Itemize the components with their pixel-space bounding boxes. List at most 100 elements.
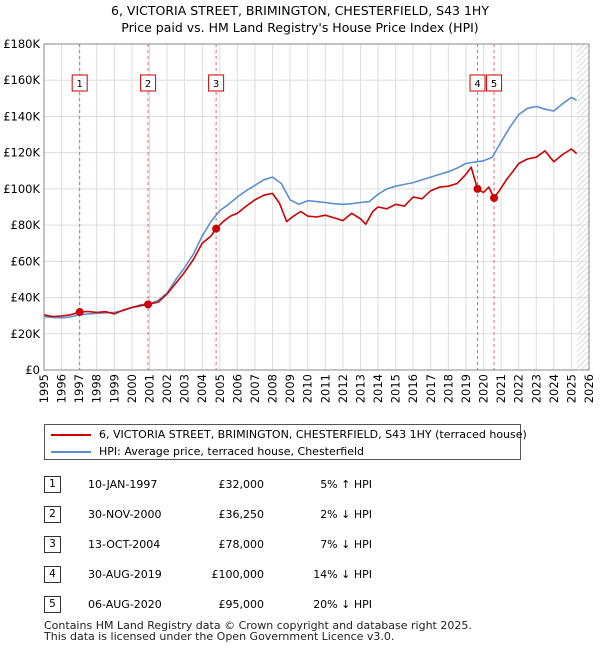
grid <box>43 43 590 371</box>
x-tick-label: 2002 <box>160 374 174 403</box>
sale-marker-box <box>486 74 503 92</box>
legend-item-hpi: HPI: Average price, terraced house, Ches… <box>51 443 364 460</box>
sale-point <box>75 308 84 317</box>
sale-row: 4 30-AUG-2019 £100,000 14% ↓ HPI <box>44 566 444 586</box>
x-tick-label: 2004 <box>195 374 209 403</box>
sale-marker-box <box>469 74 486 92</box>
sale-marker-box <box>71 74 88 92</box>
sale-marker-label: 2 <box>145 79 151 90</box>
sale-number: 4 <box>44 566 61 583</box>
x-tick-label: 1996 <box>55 374 69 403</box>
x-tick-label: 1998 <box>90 374 104 403</box>
sale-point <box>144 300 153 309</box>
sale-hpi-change: 20% ↓ HPI <box>313 598 372 611</box>
legend-swatch-hpi <box>51 450 91 453</box>
sale-row: 5 06-AUG-2020 £95,000 20% ↓ HPI <box>44 596 444 616</box>
sale-price: £36,250 <box>218 508 265 521</box>
y-tick-label: £160K <box>3 73 40 87</box>
legend-label-hpi: HPI: Average price, terraced house, Ches… <box>99 445 365 458</box>
sale-number: 1 <box>44 476 61 493</box>
sale-price: £95,000 <box>218 598 265 611</box>
y-tick-label: £80K <box>11 218 41 232</box>
x-tick-label: 1997 <box>72 374 86 403</box>
plot-area <box>44 44 589 370</box>
x-tick-label: 2026 <box>582 374 596 403</box>
x-tick-label: 2001 <box>142 374 156 403</box>
x-tick-label: 2014 <box>371 374 385 403</box>
y-tick-label: £140K <box>3 109 40 123</box>
sale-hpi-change: 5% ↑ HPI <box>320 478 372 491</box>
legend-swatch-property <box>51 433 91 436</box>
x-tick-label: 2000 <box>125 374 139 403</box>
x-tick-label: 2005 <box>213 374 227 403</box>
sale-marker-box <box>208 74 225 92</box>
sale-date: 30-AUG-2019 <box>88 568 162 581</box>
x-tick-label: 2016 <box>406 374 420 403</box>
footer-licence: This data is licensed under the Open Gov… <box>44 630 395 643</box>
sale-point <box>473 184 482 193</box>
sale-number: 3 <box>44 536 61 553</box>
x-tick-label: 2022 <box>512 374 526 403</box>
y-tick-label: £120K <box>3 146 40 160</box>
y-tick-label: £20K <box>11 327 41 341</box>
axes: £0 £20K £40K £60K £80K £100K £120K £140K £160K £1… <box>3 37 596 403</box>
x-tick-label: 1995 <box>37 374 51 403</box>
x-tick-label: 2015 <box>389 374 403 403</box>
x-tick-label: 2020 <box>477 374 491 403</box>
x-tick-label: 2018 <box>441 374 455 403</box>
sale-hpi-change: 7% ↓ HPI <box>320 538 372 551</box>
sale-date: 10-JAN-1997 <box>88 478 158 491</box>
x-tick-label: 2011 <box>318 374 332 403</box>
x-tick-label: 2012 <box>336 374 350 403</box>
sale-date: 30-NOV-2000 <box>88 508 162 521</box>
sale-number: 5 <box>44 596 61 613</box>
sale-date: 06-AUG-2020 <box>88 598 162 611</box>
y-tick-label: £60K <box>11 254 41 268</box>
sale-date: 13-OCT-2004 <box>88 538 161 551</box>
x-tick-label: 2008 <box>266 374 280 403</box>
sale-marker-label: 5 <box>491 79 497 90</box>
x-tick-label: 2013 <box>353 374 367 403</box>
sale-row: 3 13-OCT-2004 £78,000 7% ↓ HPI <box>44 536 444 556</box>
y-tick-label: £40K <box>11 291 41 305</box>
sale-marker-label: 3 <box>213 79 219 90</box>
forecast-hatch-region <box>576 44 589 370</box>
sale-price: £32,000 <box>218 478 265 491</box>
sale-marker-label: 4 <box>474 79 480 90</box>
sale-hpi-change: 2% ↓ HPI <box>320 508 372 521</box>
footer-copyright: Contains HM Land Registry data © Crown c… <box>44 619 472 632</box>
x-tick-label: 2006 <box>230 374 244 403</box>
sale-markers <box>75 184 499 317</box>
plot-frame <box>43 43 590 371</box>
sale-price: £100,000 <box>211 568 265 581</box>
legend-item-property: 6, VICTORIA STREET, BRIMINGTON, CHESTERF… <box>51 426 527 443</box>
x-tick-label: 1999 <box>107 374 121 403</box>
sale-point <box>490 193 499 202</box>
y-tick-label: £180K <box>3 37 40 51</box>
sale-row: 2 30-NOV-2000 £36,250 2% ↓ HPI <box>44 506 444 526</box>
x-tick-label: 2024 <box>547 374 561 403</box>
legend-label-property: 6, VICTORIA STREET, BRIMINGTON, CHESTERF… <box>99 428 527 441</box>
legend: 6, VICTORIA STREET, BRIMINGTON, CHESTERF… <box>44 424 527 460</box>
x-tick-label: 2003 <box>178 374 192 403</box>
x-tick-label: 2023 <box>529 374 543 403</box>
sale-point <box>212 224 221 233</box>
x-tick-label: 2019 <box>459 374 473 403</box>
sale-price: £78,000 <box>218 538 265 551</box>
x-tick-label: 2021 <box>494 374 508 403</box>
x-tick-label: 2009 <box>283 374 297 403</box>
sale-marker-box <box>140 74 157 92</box>
y-tick-label: £0 <box>25 363 40 377</box>
chart-title: 6, VICTORIA STREET, BRIMINGTON, CHESTERF… <box>0 2 600 36</box>
title-line-2: Price paid vs. HM Land Registry's House … <box>121 20 479 35</box>
sale-marker-label: 1 <box>77 79 83 90</box>
sale-number: 2 <box>44 506 61 523</box>
footer: Contains HM Land Registry data © Crown c… <box>44 620 472 642</box>
x-tick-label: 2010 <box>301 374 315 403</box>
x-tick-label: 2025 <box>564 374 578 403</box>
x-tick-label: 2017 <box>424 374 438 403</box>
sale-row: 1 10-JAN-1997 £32,000 5% ↑ HPI <box>44 476 444 496</box>
sale-hpi-change: 14% ↓ HPI <box>313 568 372 581</box>
